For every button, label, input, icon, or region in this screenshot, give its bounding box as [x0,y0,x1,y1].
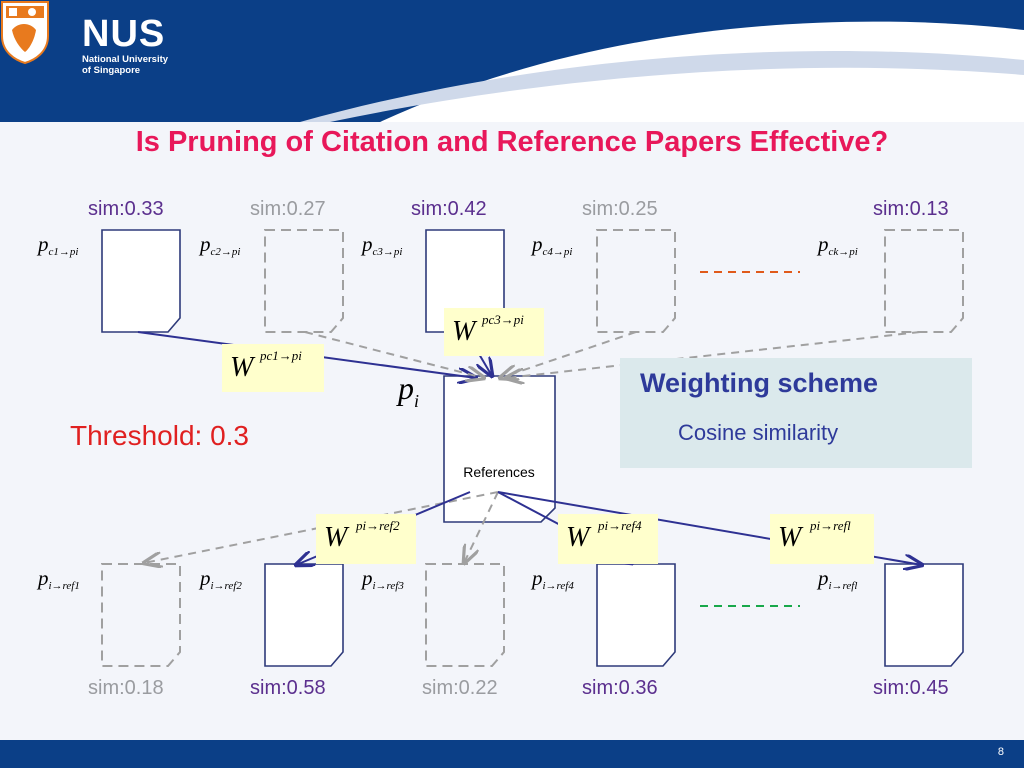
doc-citation-k [884,229,964,333]
nus-crest-icon [1,1,49,64]
citation-label-1: pc1→pi [38,232,79,258]
page-number: 8 [997,746,1004,758]
arrow-pi-to-ref1 [144,491,499,563]
footer-bar [0,740,1024,768]
citation-label-4: pc4→pi [532,232,573,258]
logo-subtitle-2: of Singapore [82,65,141,76]
citation-sim-2: sim:0.27 [250,198,326,220]
slide-title: Is Pruning of Citation and Reference Pap… [135,126,889,158]
reference-label-l: pi→refl [818,566,858,592]
weighting-scheme-panel [620,358,972,468]
threshold-label: Threshold: 0.3 [70,420,249,451]
reference-label-4: pi→ref4 [532,566,574,592]
citation-sim-4: sim:0.25 [582,198,658,220]
reference-label-1: pi→ref1 [38,566,80,592]
center-paper-caption: References [463,464,535,480]
citation-label-k: pck→pi [818,232,858,258]
nus-logo-text: NUS National University of Singapore [82,14,168,76]
reference-sim-l: sim:0.45 [873,677,949,699]
doc-reference-4 [596,563,676,667]
citation-sim-k: sim:0.13 [873,198,949,220]
header-swoosh [300,21,1024,122]
citation-label-3: pc3→pi [362,232,403,258]
weighting-scheme-title: Weighting scheme [640,368,879,398]
doc-citation-4 [596,229,676,333]
doc-citation-2 [264,229,344,333]
arrow-c2-to-pi [304,331,484,378]
center-paper-label: pi [398,370,420,411]
citation-sim-1: sim:0.33 [88,198,164,220]
logo-name: NUS [82,13,166,55]
header-bar: NUS National University of Singapore [0,0,1024,122]
center-paper [443,375,556,523]
reference-label-3: pi→ref3 [362,566,404,592]
reference-sim-1: sim:0.18 [88,677,164,699]
doc-reference-2 [264,563,344,667]
reference-sim-4: sim:0.36 [582,677,658,699]
doc-reference-l [884,563,964,667]
weighting-scheme-subtitle: Cosine similarity [678,420,839,445]
doc-citation-1 [101,229,181,333]
citation-label-2: pc2→pi [200,232,241,258]
reference-label-2: pi→ref2 [200,566,242,592]
doc-reference-1 [101,563,181,667]
logo-subtitle-1: National University [82,54,169,65]
reference-sim-2: sim:0.58 [250,677,326,699]
citation-sim-3: sim:0.42 [411,198,487,220]
reference-sim-3: sim:0.22 [422,677,498,699]
doc-reference-3 [425,563,505,667]
